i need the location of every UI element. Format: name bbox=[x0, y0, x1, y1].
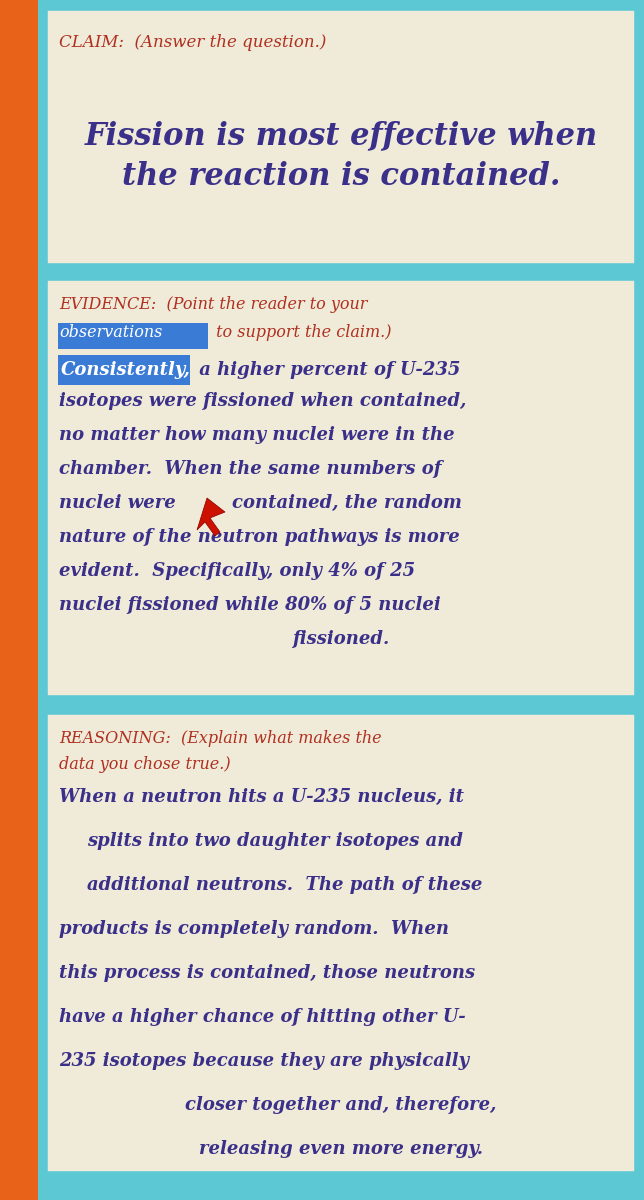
Text: this process is contained, those neutrons: this process is contained, those neutron… bbox=[59, 964, 475, 982]
Text: a higher percent of U-235: a higher percent of U-235 bbox=[193, 361, 460, 379]
Text: 235 isotopes because they are physically: 235 isotopes because they are physically bbox=[59, 1052, 469, 1070]
Text: Consistently,: Consistently, bbox=[61, 361, 191, 379]
Text: fissioned.: fissioned. bbox=[292, 630, 390, 648]
Text: When a neutron hits a U-235 nucleus, it: When a neutron hits a U-235 nucleus, it bbox=[59, 788, 464, 806]
FancyBboxPatch shape bbox=[45, 712, 637, 1174]
Text: nature of the neutron pathways is more: nature of the neutron pathways is more bbox=[59, 528, 460, 546]
FancyBboxPatch shape bbox=[45, 8, 637, 266]
Text: EVIDENCE:  (Point the reader to your: EVIDENCE: (Point the reader to your bbox=[59, 296, 367, 313]
Text: splits into two daughter isotopes and: splits into two daughter isotopes and bbox=[87, 832, 463, 850]
Text: data you chose true.): data you chose true.) bbox=[59, 756, 231, 773]
Text: Fission is most effective when
the reaction is contained.: Fission is most effective when the react… bbox=[84, 120, 598, 192]
Text: CLAIM:  (Answer the question.): CLAIM: (Answer the question.) bbox=[59, 34, 327, 50]
Text: nuclei fissioned while 80% of 5 nuclei: nuclei fissioned while 80% of 5 nuclei bbox=[59, 596, 440, 614]
Text: isotopes were fissioned when contained,: isotopes were fissioned when contained, bbox=[59, 392, 466, 410]
Text: closer together and, therefore,: closer together and, therefore, bbox=[185, 1096, 497, 1114]
Text: have a higher chance of hitting other U-: have a higher chance of hitting other U- bbox=[59, 1008, 466, 1026]
Text: REASONING:  (Explain what makes the: REASONING: (Explain what makes the bbox=[59, 730, 382, 746]
FancyBboxPatch shape bbox=[58, 355, 190, 385]
FancyBboxPatch shape bbox=[45, 278, 637, 698]
FancyBboxPatch shape bbox=[0, 0, 38, 1200]
Text: products is completely random.  When: products is completely random. When bbox=[59, 920, 449, 938]
Text: to support the claim.): to support the claim.) bbox=[211, 324, 392, 341]
Text: evident.  Specifically, only 4% of 25: evident. Specifically, only 4% of 25 bbox=[59, 562, 415, 580]
FancyBboxPatch shape bbox=[58, 323, 208, 349]
Text: nuclei were         contained, the random: nuclei were contained, the random bbox=[59, 494, 462, 512]
Text: chamber.  When the same numbers of: chamber. When the same numbers of bbox=[59, 460, 442, 478]
Text: releasing even more energy.: releasing even more energy. bbox=[199, 1140, 483, 1158]
Text: observations: observations bbox=[59, 324, 162, 341]
Text: additional neutrons.  The path of these: additional neutrons. The path of these bbox=[87, 876, 482, 894]
Polygon shape bbox=[197, 498, 225, 536]
Text: no matter how many nuclei were in the: no matter how many nuclei were in the bbox=[59, 426, 455, 444]
